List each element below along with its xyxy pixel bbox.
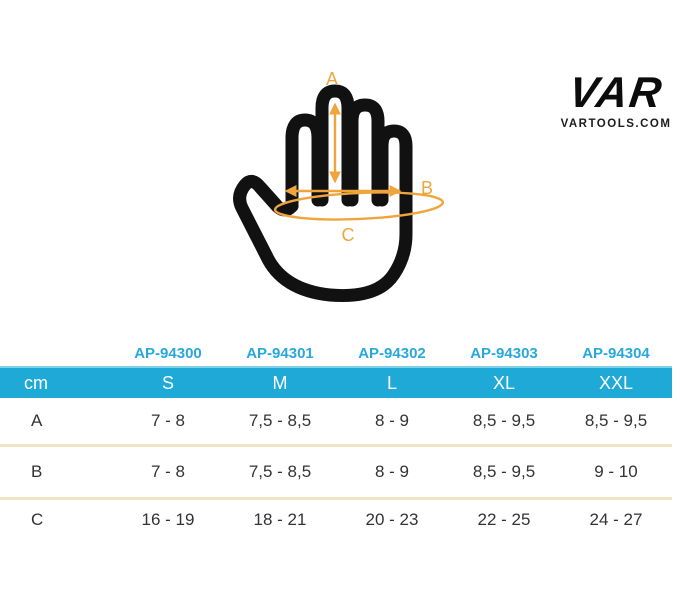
unit-label: cm [0, 366, 112, 398]
product-code: AP-94304 [582, 344, 650, 362]
size-header: XXL [560, 366, 672, 398]
size-value: 16 - 19 [112, 497, 224, 540]
size-value: 18 - 21 [224, 497, 336, 540]
size-value: 24 - 27 [560, 497, 672, 540]
size-value: 8,5 - 9,5 [584, 411, 648, 430]
row-label: C [0, 497, 112, 540]
size-header: M [224, 366, 336, 398]
product-code: AP-94303 [470, 344, 538, 362]
measure-a-label: A [326, 69, 338, 89]
brand-wordmark: VAR [565, 69, 667, 117]
size-table: AP-94300 AP-94301 AP-94302 AP-94303 AP-9… [0, 340, 672, 540]
index-finger [285, 113, 325, 213]
product-code: AP-94302 [358, 344, 426, 362]
size-value: 8 - 9 [336, 444, 448, 499]
hand-measurement-diagram: A B C [228, 58, 448, 318]
size-value: 7,5 - 8,5 [224, 444, 336, 499]
middle-finger [315, 84, 355, 207]
size-value: 8,5 - 9,5 [448, 444, 560, 499]
ring-finger [345, 98, 385, 207]
size-value: 22 - 25 [448, 497, 560, 540]
measure-b-label: B [421, 178, 433, 198]
size-header: XL [448, 366, 560, 398]
size-value: 9 - 10 [560, 444, 672, 499]
size-value: 7 - 8 [112, 444, 224, 499]
product-code: AP-94301 [246, 344, 314, 362]
size-header: L [336, 366, 448, 398]
table-row-a: A 7 - 8 7,5 - 8,5 8 - 9 8,5 - 9,5 8,5 - … [0, 398, 672, 446]
brand-logo: VAR VARTOOLS.COM [553, 69, 679, 130]
table-row-c: C 16 - 19 18 - 21 20 - 23 22 - 25 24 - 2… [0, 497, 672, 540]
table-row-b: B 7 - 8 7,5 - 8,5 8 - 9 8,5 - 9,5 9 - 10 [0, 444, 672, 499]
measure-c-label: C [342, 225, 355, 245]
size-value: 7,5 - 8,5 [248, 411, 312, 430]
hand-diagram-svg: A B C [233, 69, 445, 303]
palm-and-thumb [233, 175, 413, 303]
product-codes-row: AP-94300 AP-94301 AP-94302 AP-94303 AP-9… [0, 340, 672, 367]
codes-row-spacer [0, 340, 112, 367]
row-label: A [31, 411, 43, 430]
pinky-finger [375, 124, 413, 207]
size-value: 20 - 23 [336, 497, 448, 540]
size-value: 7 - 8 [150, 411, 186, 430]
measure-c-ellipse [273, 191, 445, 221]
sizes-header-row: cm S M L XL XXL [0, 366, 672, 398]
size-value: 8,5 - 9,5 [472, 411, 536, 430]
row-label: B [0, 444, 112, 499]
size-value: 8 - 9 [374, 411, 410, 430]
size-header: S [112, 366, 224, 398]
brand-website: VARTOOLS.COM [560, 118, 672, 130]
product-code: AP-94300 [134, 344, 202, 362]
measurement-marks: A B C [273, 69, 445, 245]
hand-outline [233, 84, 413, 303]
